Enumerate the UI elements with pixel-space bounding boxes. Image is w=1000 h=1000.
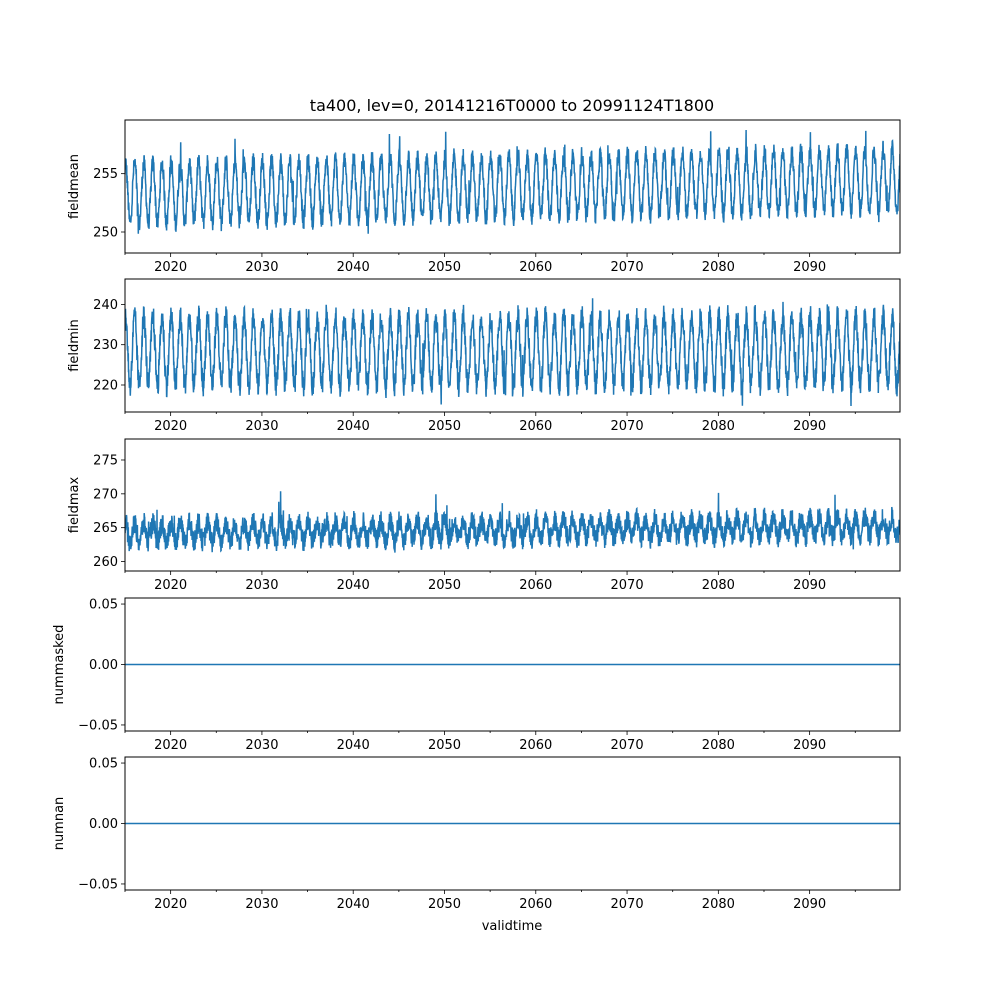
x-tick-label: 2070 [611,738,644,753]
x-tick-label: 2070 [611,419,644,434]
x-tick-label: 2070 [611,578,644,593]
panel-fieldmin: 2020 2030 2040 2050 2060 2070 2080 2090 220 230 24… [67,278,901,434]
x-tick-label: 2040 [337,419,370,434]
x-tick-label: 2080 [702,738,735,753]
x-tick-label: 2080 [702,260,735,275]
panel-fieldmean: 2020 2030 2040 2050 2060 2070 2080 2090 250 255 fi… [67,119,901,275]
x-tick-label: 2030 [245,897,278,912]
x-tick-label: 2060 [519,897,552,912]
x-tick-label: 2050 [428,578,461,593]
x-tick-label: 2020 [154,419,187,434]
y-tick-label: −0.05 [78,877,118,892]
y-tick-label: 0.00 [89,658,118,673]
x-tick-label: 2020 [154,578,187,593]
x-tick-label: 2090 [793,419,826,434]
series-line-fieldmin [125,298,900,407]
x-tick-label: 2070 [611,897,644,912]
x-tick-label: 2080 [702,578,735,593]
x-tick-label: 2070 [611,260,644,275]
y-tick-label: 270 [93,487,118,502]
x-tick-label: 2080 [702,419,735,434]
x-tick-label: 2050 [428,897,461,912]
x-tick-label: 2060 [519,260,552,275]
x-tick-label: 2030 [245,578,278,593]
x-tick-label: 2040 [337,897,370,912]
axes-frame [124,119,901,254]
y-tick-label: −0.05 [78,718,118,733]
x-tick-label: 2050 [428,419,461,434]
y-axis-label: fieldmin [67,319,82,372]
x-tick-label: 2030 [245,738,278,753]
panels: 2020 2030 2040 2050 2060 2070 2080 2090 250 255 fi… [52,119,901,912]
y-tick-label: 0.05 [89,757,118,772]
x-tick-label: 2090 [793,897,826,912]
x-tick-label: 2050 [428,738,461,753]
y-tick-label: 230 [93,338,118,353]
x-tick-label: 2030 [245,260,278,275]
panel-fieldmax: 2020 2030 2040 2050 2060 2070 2080 2090 260 265 27… [67,438,901,593]
panel-nummasked: 2020 2030 2040 2050 2060 2070 2080 2090 0.05 0.00… [52,597,901,753]
x-tick-label: 2060 [519,419,552,434]
y-tick-label: 240 [93,298,118,313]
y-tick-label: 0.05 [89,598,118,613]
y-tick-label: 0.00 [89,817,118,832]
panel-numnan: 2020 2030 2040 2050 2060 2070 2080 2090 0.05 0.00… [52,756,901,912]
x-tick-label: 2040 [337,578,370,593]
y-tick-label: 265 [93,521,118,536]
x-tick-label: 2050 [428,260,461,275]
x-tick-label: 2020 [154,738,187,753]
x-tick-label: 2090 [793,578,826,593]
x-tick-label: 2090 [793,260,826,275]
y-tick-label: 260 [93,555,118,570]
series-line-fieldmax [125,491,900,553]
y-axis-label: fieldmax [67,477,82,534]
x-tick-label: 2080 [702,897,735,912]
y-tick-label: 255 [93,167,118,182]
x-tick-label: 2060 [519,578,552,593]
x-tick-label: 2030 [245,419,278,434]
x-axis-label: validtime [482,919,543,934]
y-tick-label: 275 [93,453,118,468]
x-tick-label: 2020 [154,260,187,275]
series-line-fieldmean [125,129,900,234]
x-tick-label: 2060 [519,738,552,753]
y-axis-label: nummasked [52,625,67,705]
chart-title: ta400, lev=0, 20141216T0000 to 20991124T… [310,96,714,115]
y-axis-label: numnan [52,797,67,851]
y-tick-label: 250 [93,226,118,241]
y-tick-label: 220 [93,378,118,393]
y-axis-label: fieldmean [67,154,82,219]
axes-frame [124,438,901,572]
axes-frame [124,278,901,413]
x-tick-label: 2040 [337,738,370,753]
x-tick-label: 2020 [154,897,187,912]
x-tick-label: 2090 [793,738,826,753]
x-tick-label: 2040 [337,260,370,275]
